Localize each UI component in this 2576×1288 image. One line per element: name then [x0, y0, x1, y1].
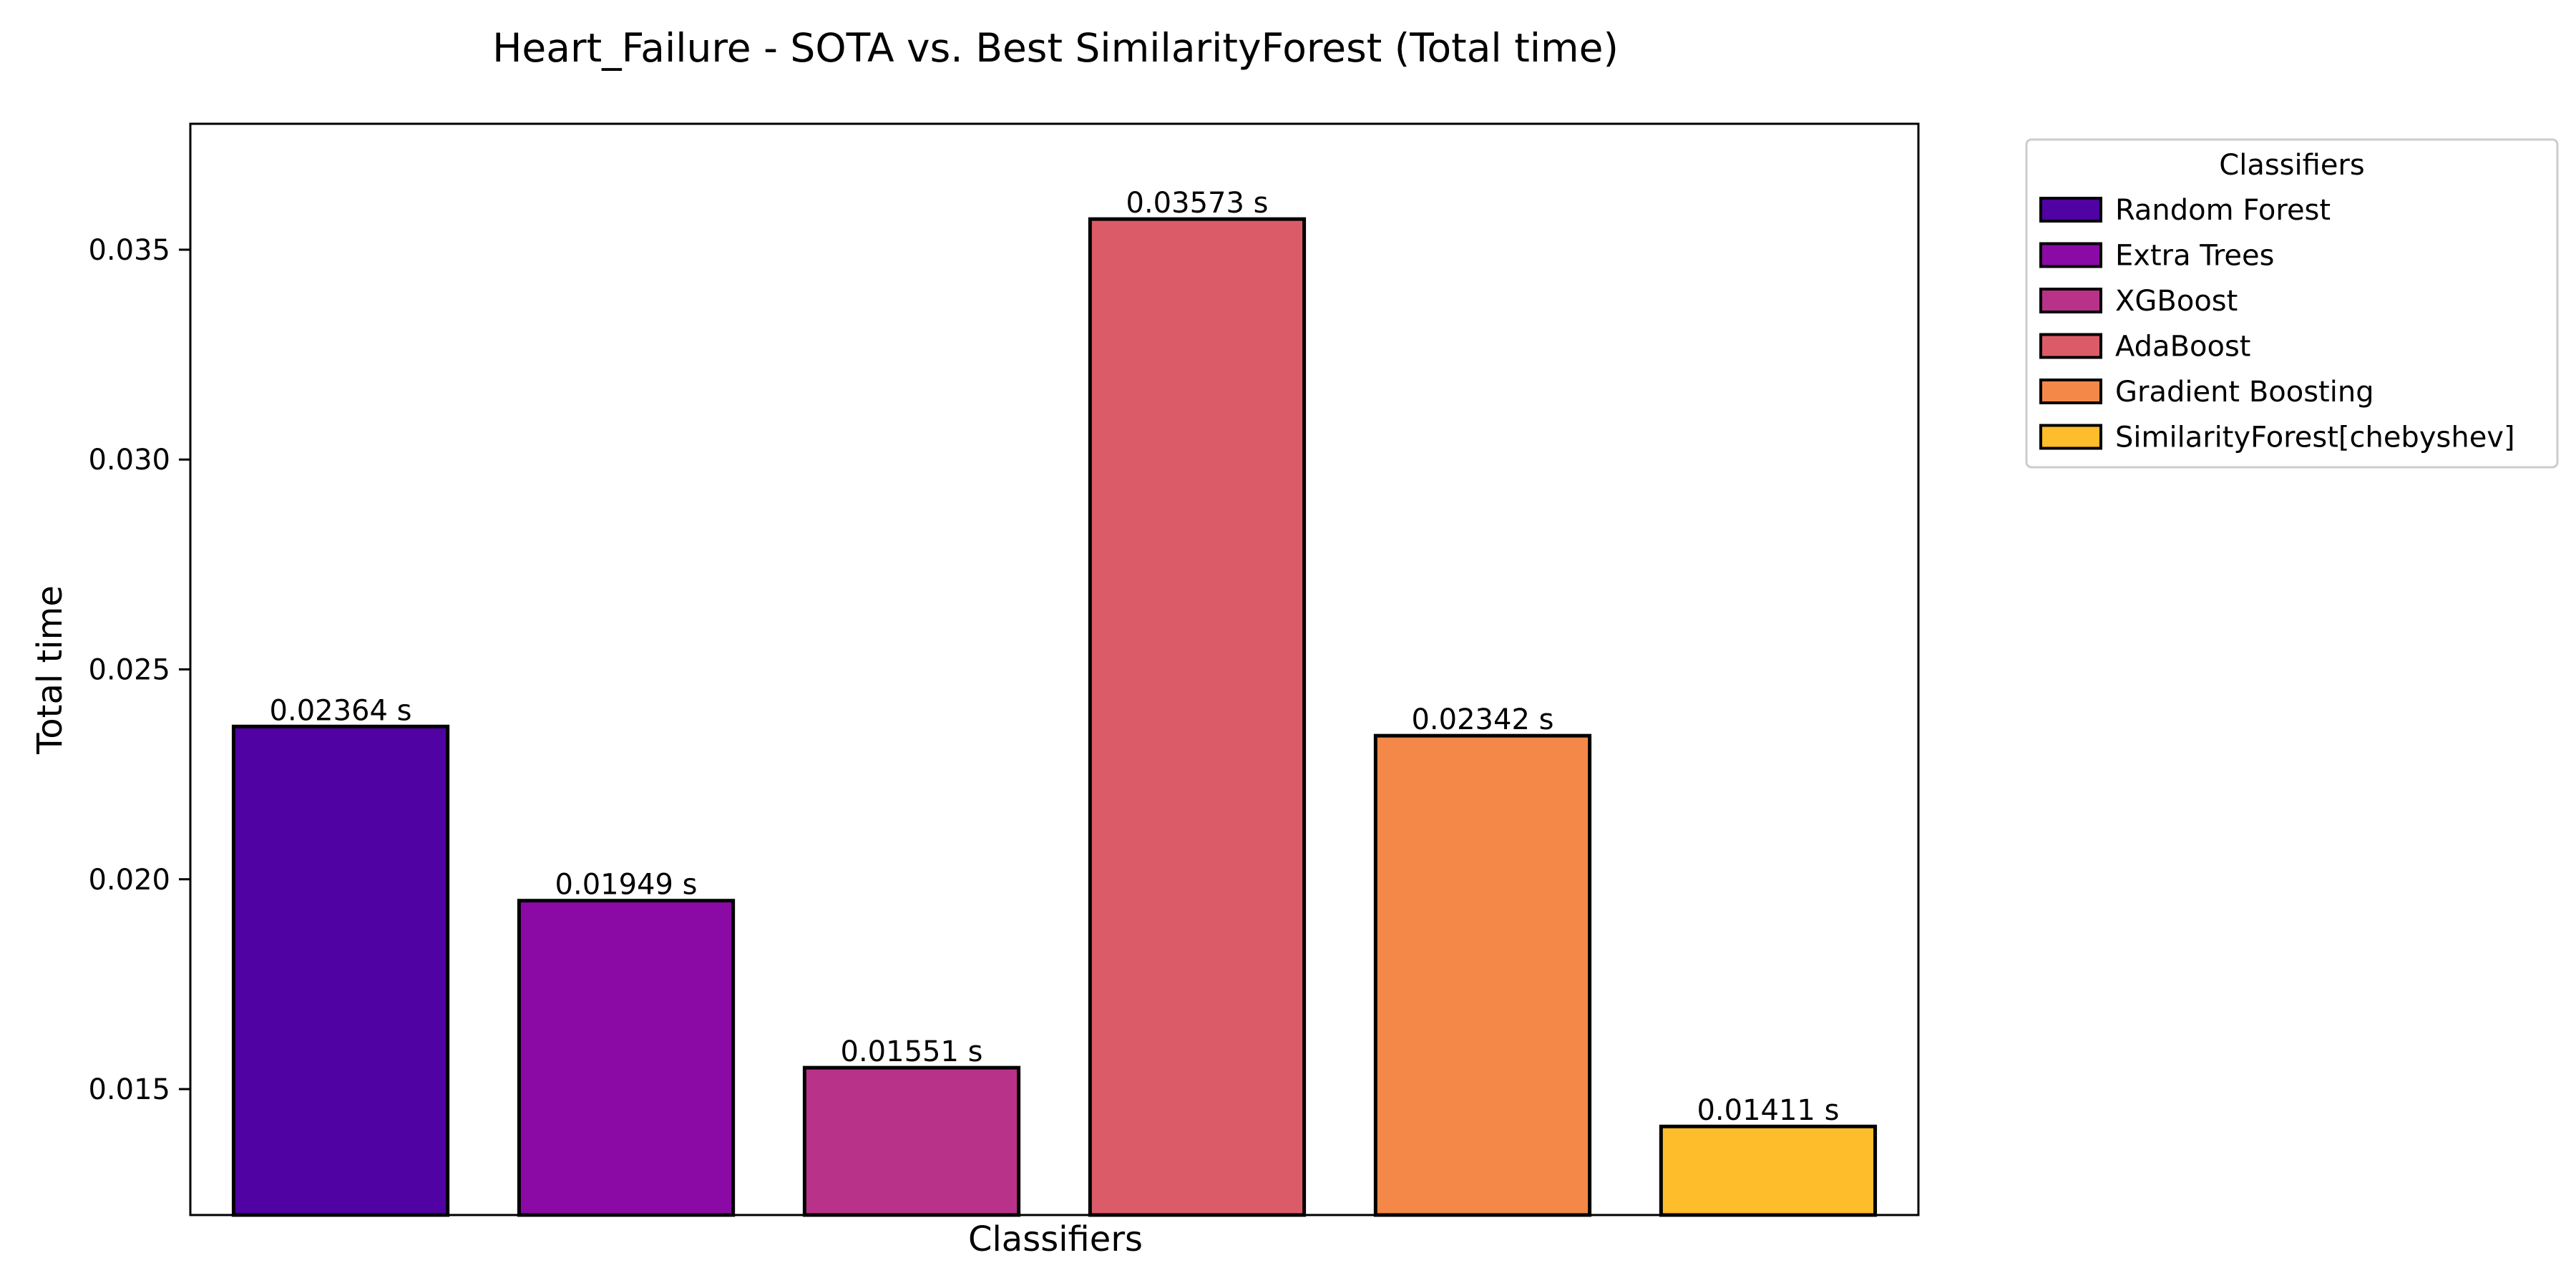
legend-entry-label: SimilarityForest[chebyshev]	[2115, 421, 2515, 454]
bars	[231, 217, 1878, 1217]
bar-value-label: 0.02342 s	[1411, 703, 1553, 736]
bar-value-label: 0.02364 s	[270, 694, 412, 727]
bar	[517, 899, 736, 1217]
legend-frame	[2025, 138, 2559, 469]
plot-frame	[189, 122, 1920, 1216]
bar	[1088, 217, 1307, 1217]
bar	[231, 724, 450, 1217]
y-tick-label: 0.020	[88, 864, 170, 897]
legend-entries: Random Forest Extra Trees XGBoost AdaBoost G…	[2039, 194, 2515, 454]
bar	[1373, 733, 1592, 1217]
legend: Classifiers Random Forest Extra Trees XGBo…	[2025, 138, 2559, 469]
legend-entry-label: Random Forest	[2115, 194, 2331, 227]
value-labels: 0.02364 s 0.01949 s 0.01551 s 0.03573 s 0.02…	[270, 187, 1840, 1127]
y-tick-label: 0.015	[88, 1073, 170, 1106]
x-axis-label: Classifiers	[968, 1219, 1143, 1259]
y-tick-label: 0.035	[88, 234, 170, 267]
legend-entry-label: Gradient Boosting	[2115, 376, 2374, 409]
legend-entry-label: Extra Trees	[2115, 240, 2274, 273]
y-tick-label: 0.025	[88, 654, 170, 687]
legend-swatch	[2039, 333, 2102, 359]
legend-swatch	[2039, 424, 2102, 450]
bar-value-label: 0.01949 s	[555, 869, 698, 902]
bar	[1659, 1124, 1878, 1217]
legend-swatch	[2039, 288, 2102, 313]
legend-entry-label: XGBoost	[2115, 285, 2238, 318]
chart-title: Heart_Failure - SOTA vs. Best Similarity…	[492, 25, 1619, 71]
legend-swatch	[2039, 242, 2102, 268]
y-tick-label: 0.030	[88, 444, 170, 477]
legend-swatch	[2039, 197, 2102, 223]
bar-value-label: 0.03573 s	[1126, 187, 1269, 220]
legend-swatch	[2039, 379, 2102, 404]
bar-value-label: 0.01551 s	[841, 1035, 983, 1068]
y-axis: 0.015 0.020 0.025 0.030 0.035	[88, 234, 190, 1106]
y-axis-label: Total time	[30, 585, 70, 755]
bar	[802, 1065, 1021, 1217]
legend-title: Classifiers	[2219, 149, 2364, 182]
bar-value-label: 0.01411 s	[1697, 1094, 1839, 1127]
legend-entry-label: AdaBoost	[2115, 331, 2250, 364]
